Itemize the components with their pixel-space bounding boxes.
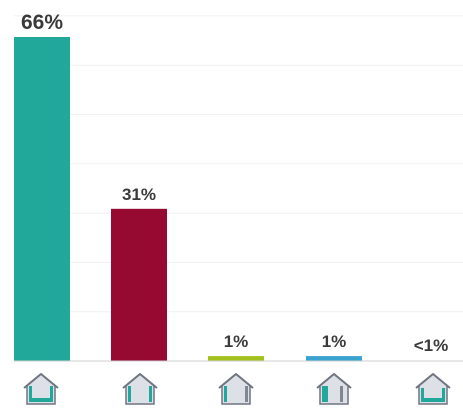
house-insulation-icon [415,373,451,405]
data-labels: 66% 31% 1% 1% <1% [21,11,448,355]
category-icons [23,373,451,405]
bar [306,356,362,361]
bar [111,208,167,361]
house-insulation-icon [218,373,254,405]
data-label: <1% [414,336,449,355]
data-label: 31% [122,185,156,204]
data-label: 1% [224,332,249,351]
data-label: 66% [21,11,63,34]
house-insulation-icon [23,373,59,405]
bar [14,37,70,361]
house-insulation-icon [316,373,352,405]
house-insulation-icon [122,373,158,405]
gridlines [14,15,463,313]
bar [208,356,264,361]
data-label: 1% [322,332,347,351]
bars [14,37,362,361]
